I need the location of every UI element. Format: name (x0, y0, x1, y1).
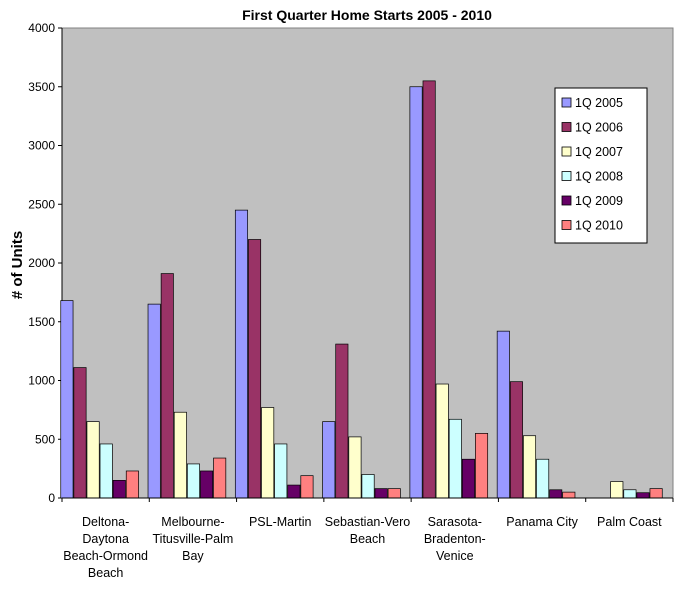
legend-swatch (561, 171, 572, 181)
y-tick-label: 1000 (28, 374, 55, 388)
legend: 1Q 2005 1Q 2006 1Q 2007 1Q 2008 1Q 2009 1Q 20… (554, 87, 648, 244)
chart-title: First Quarter Home Starts 2005 - 2010 (242, 7, 492, 23)
legend-box (554, 87, 648, 244)
bar (387, 488, 401, 499)
bar (536, 458, 550, 499)
bar (475, 433, 489, 499)
bar (261, 407, 275, 499)
legend-label: 1Q 2007 (575, 145, 623, 159)
bar (274, 443, 288, 499)
bar (213, 457, 227, 499)
bar (234, 209, 248, 499)
bar (125, 470, 139, 499)
bar (374, 488, 388, 499)
bar (409, 86, 423, 499)
bar (549, 489, 563, 499)
bar (300, 475, 314, 499)
bar (422, 80, 436, 499)
bar (112, 480, 126, 499)
legend-swatch (561, 97, 572, 108)
y-tick-label: 3500 (28, 80, 55, 94)
x-tick-label: PSL-Martin (249, 515, 312, 529)
bar (160, 273, 174, 499)
bar (60, 300, 74, 499)
bar (623, 489, 637, 499)
bar (322, 421, 336, 499)
bar (610, 481, 624, 499)
bar (636, 492, 650, 499)
bar (287, 484, 301, 499)
legend-label: 1Q 2010 (575, 219, 623, 233)
bar (73, 367, 87, 499)
legend-swatch (561, 146, 572, 157)
bar (509, 381, 523, 499)
y-tick-label: 2500 (28, 197, 55, 211)
y-axis: 0 500 1000 1500 2000 2500 3000 3500 4000 (28, 21, 63, 505)
bar (562, 491, 576, 499)
bar (147, 303, 161, 499)
legend-label: 1Q 2008 (575, 170, 623, 184)
x-tick-label: Sebastian-Vero Beach (325, 515, 411, 546)
y-tick-label: 500 (35, 432, 55, 446)
bar (361, 474, 375, 499)
x-axis: Deltona-Daytona Beach-Ormond BeachMelbourn… (61, 497, 674, 580)
y-tick-label: 4000 (28, 21, 55, 35)
bars (60, 80, 663, 499)
legend-label: 1Q 2005 (575, 96, 623, 110)
x-tick-label: Deltona-Daytona Beach-Ormond Beach (63, 515, 148, 580)
legend-swatch (561, 122, 572, 132)
bar (461, 458, 475, 499)
bar (448, 418, 462, 499)
x-tick-label: Sarasota-Bradenton-Venice (424, 515, 486, 563)
legend-label: 1Q 2009 (575, 194, 623, 208)
x-tick-label: Palm Coast (597, 515, 662, 529)
bar (335, 343, 349, 499)
legend-label: 1Q 2006 (575, 121, 623, 135)
bar (496, 330, 510, 499)
y-tick-label: 2000 (28, 256, 55, 270)
bar (435, 383, 449, 499)
bar (99, 443, 113, 499)
bar (649, 488, 663, 499)
bar (248, 239, 262, 499)
bar (186, 463, 200, 499)
legend-swatch (561, 195, 572, 206)
bar (86, 421, 100, 499)
bar (348, 436, 362, 499)
x-tick-label: Panama City (506, 515, 578, 529)
legend-swatch (561, 220, 572, 230)
y-axis-title: # of Units (9, 231, 26, 299)
bar (523, 435, 537, 499)
bar (173, 411, 187, 499)
bar (200, 470, 214, 499)
y-tick-label: 0 (48, 491, 55, 505)
y-tick-label: 3000 (28, 139, 55, 153)
x-tick-label: Melbourne-Titusville-Palm Bay (153, 515, 234, 563)
y-tick-label: 1500 (28, 315, 55, 329)
